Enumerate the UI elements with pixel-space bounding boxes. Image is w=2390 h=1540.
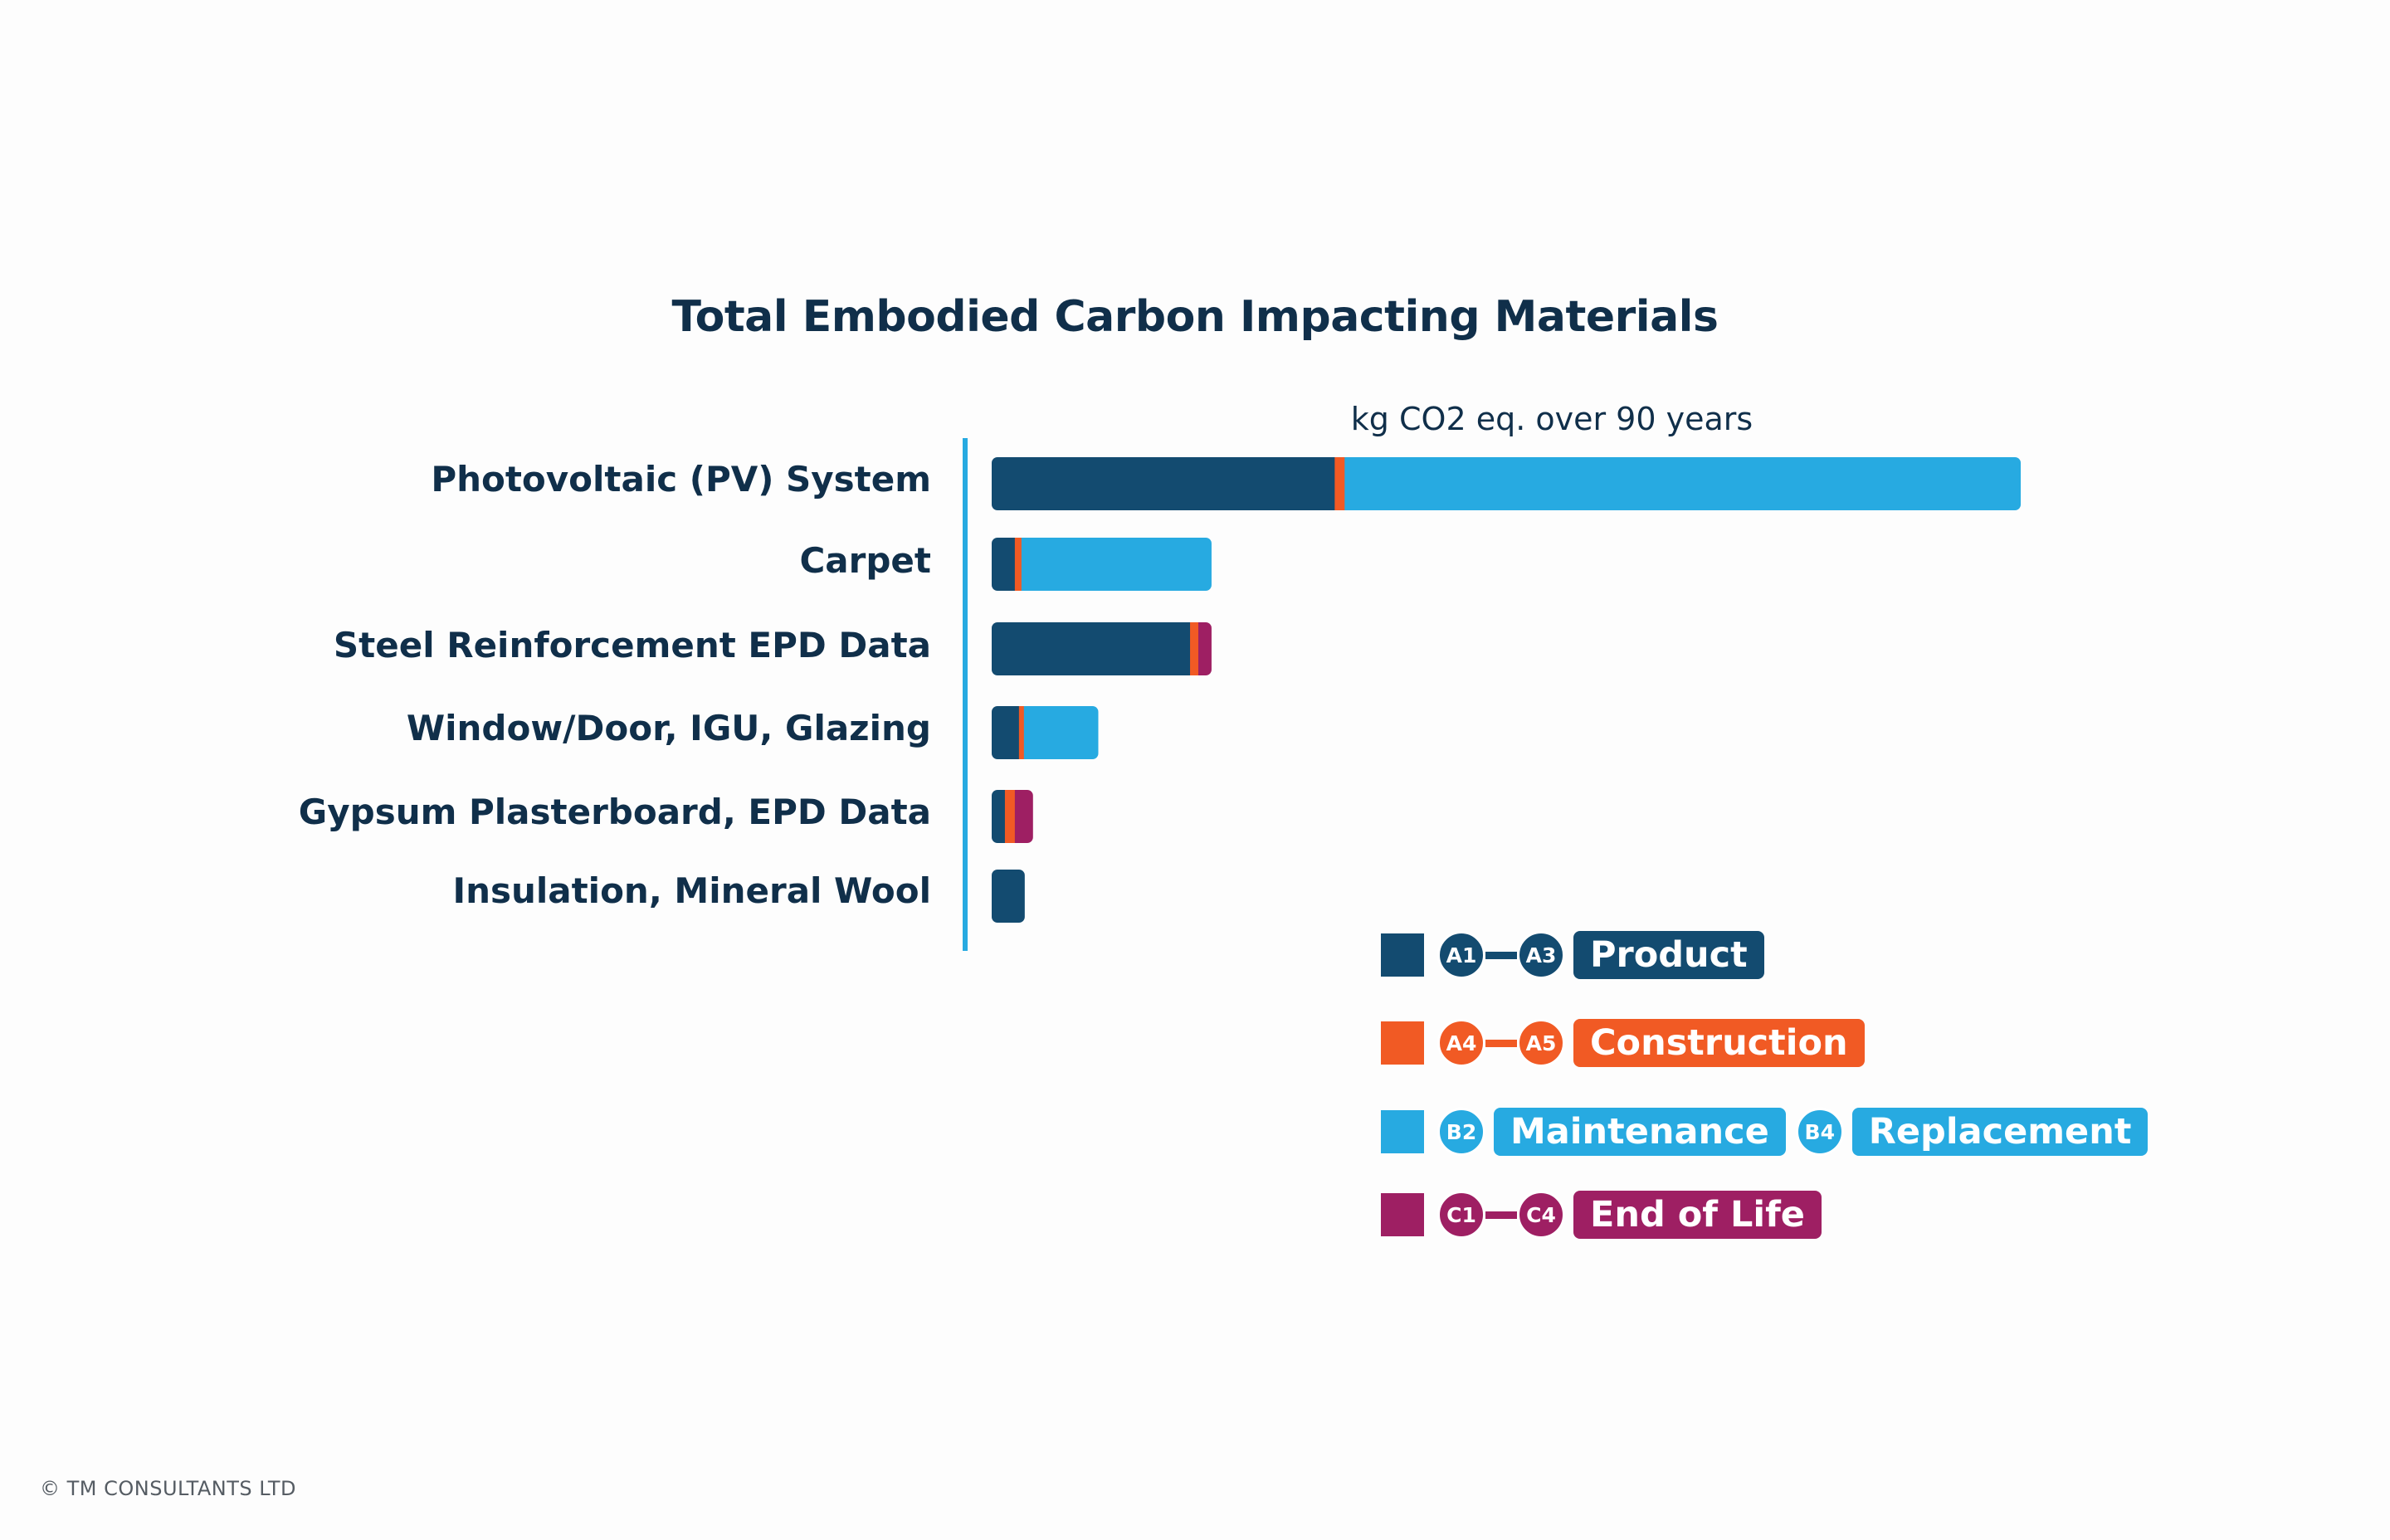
legend-swatch — [1381, 933, 1424, 977]
bar-row — [992, 706, 1099, 759]
bar-row — [992, 457, 2022, 510]
stage-range-dash — [1485, 1211, 1517, 1219]
bar-segment-product — [992, 790, 1006, 843]
legend-label: End of Life — [1573, 1191, 1822, 1239]
legend-label: Product — [1573, 931, 1764, 979]
legend-row-product: A1 A3 Product — [1381, 930, 1764, 980]
stage-badge: A1 — [1437, 931, 1485, 979]
stage-badge: C4 — [1517, 1191, 1565, 1239]
stage-badge: C1 — [1437, 1191, 1485, 1239]
stage-badge: B2 — [1437, 1108, 1485, 1156]
bar-segment-construction — [1334, 457, 1345, 510]
legend-row-replacement: B2 Maintenance B4 Replacement — [1381, 1107, 2149, 1157]
bar-segment-end-of-life — [1198, 622, 1212, 675]
bar-segment-replacement — [1023, 706, 1099, 759]
category-label: Steel Reinforcement EPD Data — [333, 625, 931, 665]
legend-row-construction: A4 A5 Construction — [1381, 1018, 1865, 1068]
bar-segment-product — [992, 622, 1191, 675]
y-axis-line — [963, 438, 968, 951]
bar-segment-construction — [1014, 538, 1022, 591]
bar-segment-replacement — [1344, 457, 2022, 510]
bar-segment-end-of-life — [1014, 790, 1033, 843]
bar-segment-construction — [1004, 790, 1016, 843]
stage-badge: A5 — [1517, 1019, 1565, 1067]
stage-badge: A4 — [1437, 1019, 1485, 1067]
legend-swatch — [1381, 1193, 1424, 1236]
stage-range-dash — [1485, 1039, 1517, 1047]
bar-segment-product — [992, 706, 1020, 759]
bar-segment-product — [992, 870, 1025, 923]
bar-row — [992, 622, 1212, 675]
category-label: Photovoltaic (PV) System — [431, 459, 931, 500]
bar-segment-product — [992, 457, 1335, 510]
legend-label: Construction — [1573, 1019, 1865, 1067]
bar-segment-construction — [1190, 622, 1199, 675]
bar-segment-construction — [1018, 706, 1025, 759]
legend-label: Replacement — [1851, 1108, 2149, 1156]
category-label: Window/Door, IGU, Glazing — [406, 708, 931, 748]
bar-row — [992, 790, 1033, 843]
category-label: Insulation, Mineral Wool — [452, 870, 931, 911]
stage-badge: B4 — [1795, 1108, 1844, 1156]
legend-label: Maintenance — [1494, 1108, 1786, 1156]
bar-row — [992, 870, 1025, 923]
legend-row-end-of-life: C1 C4 End of Life — [1381, 1190, 1822, 1240]
stage-range-dash — [1485, 951, 1517, 959]
copyright-notice: © TM CONSULTANTS LTD — [40, 1477, 296, 1500]
x-axis-label: kg CO2 eq. over 90 years — [1350, 401, 1753, 437]
bar-segment-replacement — [1021, 538, 1212, 591]
chart-title: Total Embodied Carbon Impacting Material… — [671, 292, 1719, 342]
category-label: Gypsum Plasterboard, EPD Data — [298, 792, 931, 832]
bar-row — [992, 538, 1212, 591]
legend-swatch — [1381, 1110, 1424, 1153]
legend-swatch — [1381, 1021, 1424, 1065]
stage-badge: A3 — [1517, 931, 1565, 979]
category-label: Carpet — [799, 540, 931, 581]
bar-segment-product — [992, 538, 1016, 591]
